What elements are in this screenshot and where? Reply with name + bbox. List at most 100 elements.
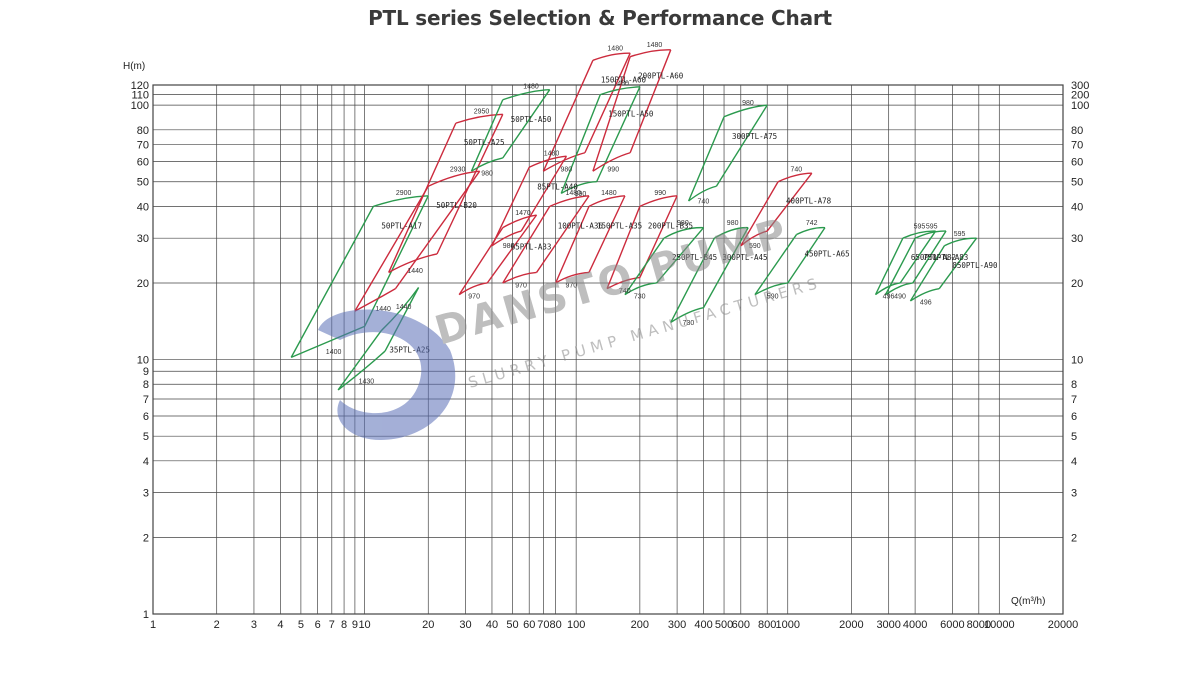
x-tick-label: 4000 <box>903 619 927 631</box>
y-tick-label-left: 80 <box>137 125 149 137</box>
x-tick-label: 20 <box>422 619 434 631</box>
rpm-low-label: 1440 <box>375 306 391 313</box>
y-tick-label-right: 100 <box>1071 100 1089 112</box>
rpm-low-label: 970 <box>515 283 527 290</box>
curve-low-speed <box>885 282 913 296</box>
y-tick-label-right: 300 <box>1071 80 1089 92</box>
x-tick-label: 10000 <box>984 619 1015 631</box>
y-tick-label-left: 10 <box>137 355 149 367</box>
curve-low-speed <box>592 152 631 172</box>
curve-left-edge <box>909 245 945 302</box>
pump-curve-300ptl-a75 <box>687 104 768 202</box>
rpm-low-label: 730 <box>634 294 646 301</box>
curve-right-edge <box>766 172 813 232</box>
curve-left-edge <box>337 330 382 391</box>
curve-high-speed <box>914 230 947 239</box>
curve-left-edge <box>491 166 530 247</box>
model-label: 85PTL-A40 <box>537 182 578 191</box>
y-tick-label-left: 3 <box>143 488 149 500</box>
rpm-high-label: 990 <box>654 190 666 197</box>
curve-right-edge <box>535 195 590 273</box>
pump-curve-100ptl-a36 <box>502 195 590 284</box>
y-tick-label-right: 8 <box>1071 379 1077 391</box>
curve-low-speed <box>624 282 657 296</box>
x-tick-label: 100 <box>567 619 585 631</box>
curve-right-edge <box>394 170 481 290</box>
curve-right-edge <box>588 195 626 273</box>
rpm-high-label: 980 <box>742 100 754 107</box>
y-tick-label-left: 2 <box>143 532 149 544</box>
model-label: 200PTL-A60 <box>638 72 684 81</box>
x-tick-label: 500 <box>715 619 733 631</box>
model-label: 50PTL-B20 <box>436 201 477 210</box>
model-label: 150PTL-A60 <box>601 75 647 84</box>
pump-curve-50ptl-b20 <box>354 170 481 312</box>
y-tick-label-right: 3 <box>1071 488 1077 500</box>
y-tick-label-right: 50 <box>1071 177 1083 189</box>
rpm-low-label: 970 <box>565 283 577 290</box>
curve-right-edge <box>912 230 947 284</box>
curve-low-speed <box>555 271 590 284</box>
curve-high-speed <box>639 195 678 208</box>
curve-low-speed <box>910 287 940 302</box>
x-tick-label: 50 <box>506 619 518 631</box>
model-label: 400PTL-A78 <box>786 197 832 206</box>
x-axis-title: Q(m³/h) <box>1011 596 1045 607</box>
curve-low-speed <box>337 350 386 391</box>
model-label: 65PTL-A33 <box>511 243 552 252</box>
x-tick-label: 20000 <box>1048 619 1079 631</box>
pump-curve-50ptl-a25 <box>388 113 504 274</box>
y-tick-label-left: 20 <box>137 278 149 290</box>
pump-curve-300ptl-a45 <box>670 226 749 323</box>
curve-left-edge <box>542 60 594 172</box>
model-label: 300PTL-A45 <box>722 253 767 262</box>
pump-curve-200ptl-a60 <box>592 49 672 172</box>
curve-left-edge <box>560 94 601 194</box>
curve-low-speed <box>754 282 788 296</box>
curve-left-edge <box>502 206 551 284</box>
x-tick-label: 6000 <box>940 619 964 631</box>
grid-lines <box>152 84 1064 615</box>
rpm-low-label: 496 <box>920 300 932 307</box>
rpm-low-label: 490 <box>894 294 906 301</box>
rpm-high-label: 980 <box>727 220 739 227</box>
pump-curve-150ptl-a50 <box>560 86 641 194</box>
x-tick-label: 8 <box>341 619 347 631</box>
y-tick-label-right: 10 <box>1071 355 1083 367</box>
rpm-low-label: 1440 <box>407 268 423 275</box>
y-tick-label-left: 1 <box>143 609 149 621</box>
rpm-high-label: 1480 <box>647 42 663 49</box>
curve-right-edge <box>596 86 641 183</box>
rpm-low-label: 1400 <box>326 349 342 356</box>
model-label: 100PTL-A36 <box>558 221 604 230</box>
curve-low-speed <box>491 230 522 247</box>
pump-curve-85ptl-a40 <box>491 155 568 247</box>
curve-right-edge <box>715 104 768 187</box>
pump-curve-750ptl-a83 <box>884 230 947 296</box>
curve-high-speed <box>796 226 826 236</box>
rpm-high-label: 1480 <box>607 46 623 53</box>
x-tick-label: 9 <box>352 619 358 631</box>
pump-curve-850ptl-a90 <box>909 237 978 302</box>
curve-left-edge <box>606 206 641 289</box>
curve-left-edge <box>555 206 590 284</box>
curve-low-speed <box>354 288 396 312</box>
rpm-high-label: 1480 <box>601 190 617 197</box>
x-tick-label: 400 <box>694 619 712 631</box>
rpm-high-label: 1470 <box>515 210 531 217</box>
y-tick-label-left: 120 <box>131 80 149 92</box>
y-tick-label-right: 60 <box>1071 157 1083 169</box>
rpm-low-label: 1430 <box>359 379 375 386</box>
y-tick-label-right: 80 <box>1071 125 1083 137</box>
curve-left-edge <box>754 234 798 296</box>
curve-left-edge <box>354 185 429 312</box>
curve-low-speed <box>388 253 438 274</box>
y-tick-label-left: 50 <box>137 177 149 189</box>
curve-high-speed <box>723 104 768 118</box>
curve-high-speed <box>713 226 749 239</box>
model-label: 300PTL-A75 <box>732 132 777 141</box>
rpm-low-label: 496 <box>883 294 895 301</box>
rpm-low-label: 980 <box>560 167 572 174</box>
x-tick-label: 6 <box>315 619 321 631</box>
